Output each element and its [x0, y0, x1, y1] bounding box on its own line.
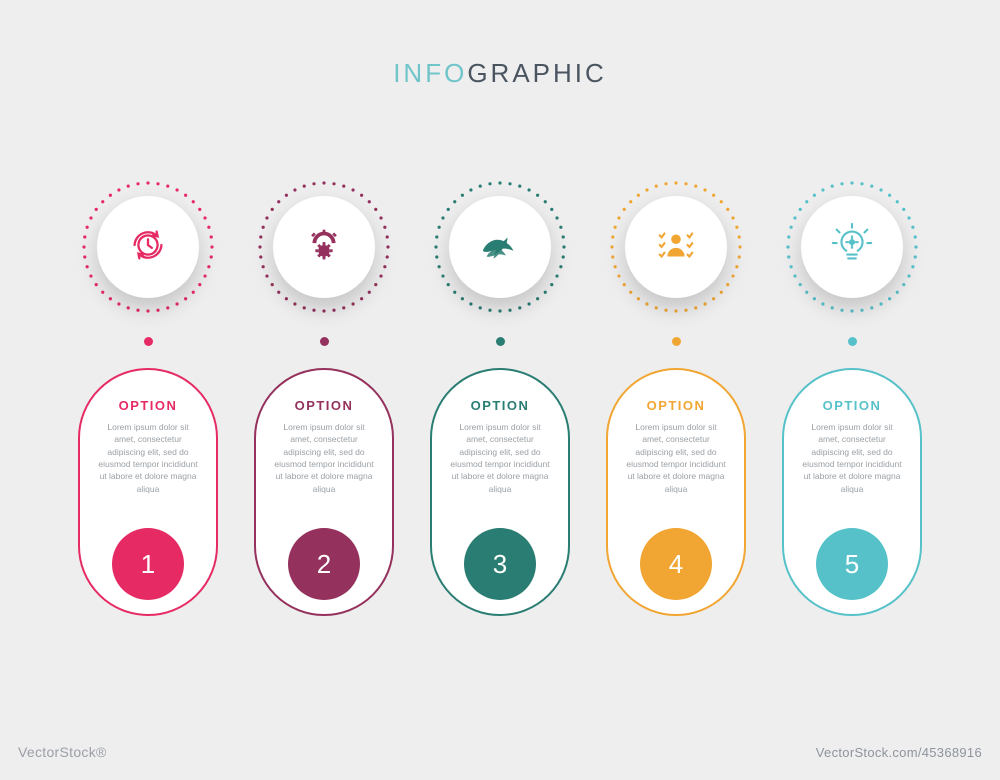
option-card-5: OPTION Lorem ipsum dolor sit amet, conse… [782, 368, 922, 616]
icon-column-4 [606, 179, 746, 346]
dotted-ring [256, 179, 392, 315]
icon-column-1 [78, 179, 218, 346]
number-circle: 2 [288, 528, 360, 600]
option-body: Lorem ipsum dolor sit amet, consectetur … [624, 421, 728, 528]
icon-column-5 [782, 179, 922, 346]
option-body: Lorem ipsum dolor sit amet, consectetur … [272, 421, 376, 528]
watermark-right: VectorStock.com/45368916 [816, 745, 982, 760]
connector-dot [320, 337, 329, 346]
option-label: OPTION [647, 398, 706, 413]
gear-gauge-icon [301, 222, 347, 273]
refresh-clock-icon [125, 222, 171, 273]
icon-column-2 [254, 179, 394, 346]
dotted-ring [784, 179, 920, 315]
option-card-1: OPTION Lorem ipsum dolor sit amet, conse… [78, 368, 218, 616]
option-label: OPTION [823, 398, 882, 413]
icon-circle [273, 196, 375, 298]
connector-dot [144, 337, 153, 346]
connector-dot [848, 337, 857, 346]
icon-circle [449, 196, 551, 298]
page-title: INFOGRAPHIC [0, 0, 1000, 89]
connector-dot [672, 337, 681, 346]
connector-dot [496, 337, 505, 346]
watermark-left: VectorStock® [18, 744, 107, 760]
dotted-ring [432, 179, 568, 315]
option-body: Lorem ipsum dolor sit amet, consectetur … [96, 421, 200, 528]
number-circle: 5 [816, 528, 888, 600]
option-body: Lorem ipsum dolor sit amet, consectetur … [448, 421, 552, 528]
icon-circle [625, 196, 727, 298]
option-card-4: OPTION Lorem ipsum dolor sit amet, conse… [606, 368, 746, 616]
option-body: Lorem ipsum dolor sit amet, consectetur … [800, 421, 904, 528]
bulb-gear-icon [829, 222, 875, 273]
person-checks-icon [653, 222, 699, 273]
number-circle: 1 [112, 528, 184, 600]
number-circle: 3 [464, 528, 536, 600]
option-card-3: OPTION Lorem ipsum dolor sit amet, conse… [430, 368, 570, 616]
option-label: OPTION [119, 398, 178, 413]
number-circle: 4 [640, 528, 712, 600]
dotted-ring [608, 179, 744, 315]
cards-row: OPTION Lorem ipsum dolor sit amet, conse… [0, 368, 1000, 616]
icon-circle [97, 196, 199, 298]
title-part-1: INFO [393, 58, 467, 88]
option-label: OPTION [295, 398, 354, 413]
dotted-ring [80, 179, 216, 315]
option-card-2: OPTION Lorem ipsum dolor sit amet, conse… [254, 368, 394, 616]
icons-row [0, 179, 1000, 346]
dolphins-icon [477, 222, 523, 273]
icon-circle [801, 196, 903, 298]
title-part-2: GRAPHIC [467, 58, 606, 88]
icon-column-3 [430, 179, 570, 346]
option-label: OPTION [471, 398, 530, 413]
